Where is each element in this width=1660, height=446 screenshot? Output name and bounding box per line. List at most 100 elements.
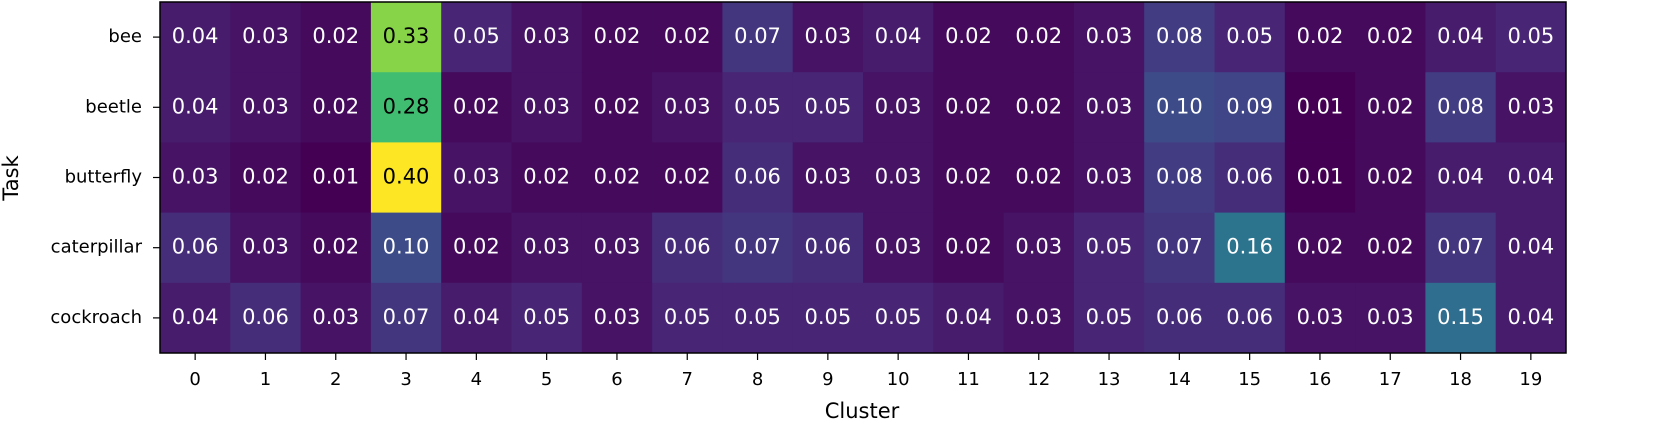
heatmap-cell <box>722 2 794 73</box>
heatmap-cell <box>722 72 794 143</box>
heatmap-cell <box>792 72 864 143</box>
cell-label: 0.04 <box>1437 24 1484 48</box>
cell-label: 0.33 <box>383 24 430 48</box>
heatmap-cell <box>511 282 583 354</box>
cell-label: 0.05 <box>664 305 711 329</box>
heatmap-cell <box>652 2 723 73</box>
heatmap-cell <box>230 2 302 73</box>
cell-label: 0.02 <box>453 94 500 118</box>
heatmap-cell <box>1144 212 1215 284</box>
heatmap-cell <box>1425 282 1497 354</box>
heatmap-cell <box>722 212 794 284</box>
cell-label: 0.02 <box>594 24 641 48</box>
cell-label: 0.05 <box>804 305 851 329</box>
y-tick-label: caterpillar <box>51 237 143 258</box>
cell-label: 0.05 <box>523 305 570 329</box>
cell-label: 0.02 <box>312 94 359 118</box>
heatmap-cell <box>1003 142 1075 214</box>
heatmap-cell <box>1003 212 1075 284</box>
heatmap-cell <box>792 212 864 284</box>
cell-label: 0.03 <box>875 235 922 259</box>
heatmap-cell <box>1284 2 1356 73</box>
cell-label: 0.02 <box>1367 165 1414 189</box>
heatmap-cell <box>1214 2 1286 73</box>
heatmap-cell <box>652 142 723 214</box>
heatmap-cell <box>1073 282 1145 354</box>
heatmap-cell <box>1144 2 1215 73</box>
heatmap-cell <box>300 142 372 214</box>
heatmap-cell <box>441 142 512 214</box>
x-tick-label: 14 <box>1168 369 1191 390</box>
cell-label: 0.04 <box>453 305 500 329</box>
cell-label: 0.06 <box>1226 305 1273 329</box>
heatmap-cell <box>370 212 442 284</box>
cell-label: 0.09 <box>1226 94 1273 118</box>
heatmap-cell <box>300 2 372 73</box>
cell-label: 0.01 <box>312 165 359 189</box>
heatmap-cell <box>581 282 653 354</box>
heatmap-cell <box>1144 282 1215 354</box>
cell-label: 0.02 <box>1015 94 1062 118</box>
cell-label: 0.06 <box>242 305 289 329</box>
heatmap-cell <box>1003 72 1075 143</box>
heatmap-cell <box>1073 2 1145 73</box>
heatmap-cell <box>230 282 302 354</box>
cell-label: 0.08 <box>1437 94 1484 118</box>
heatmap-cell <box>160 142 231 214</box>
heatmap-cell <box>300 72 372 143</box>
heatmap-cell <box>1003 2 1075 73</box>
cell-label: 0.07 <box>734 235 781 259</box>
y-axis-label: Task <box>0 155 23 202</box>
x-axis-label: Cluster <box>825 399 900 423</box>
heatmap-cell <box>1073 72 1145 143</box>
cell-label: 0.01 <box>1297 94 1344 118</box>
heatmap-cell <box>1495 212 1567 284</box>
heatmap-cell <box>863 2 934 73</box>
cell-label: 0.10 <box>383 235 430 259</box>
cell-label: 0.05 <box>453 24 500 48</box>
heatmap-cell <box>1425 142 1497 214</box>
cell-label: 0.05 <box>1086 235 1133 259</box>
heatmap-cell <box>933 72 1005 143</box>
heatmap-cell <box>652 282 723 354</box>
heatmap-cell <box>370 72 442 143</box>
heatmap-cell <box>1355 72 1426 143</box>
cell-label: 0.05 <box>804 94 851 118</box>
cell-label: 0.02 <box>594 94 641 118</box>
cell-label: 0.04 <box>172 305 219 329</box>
heatmap-cell <box>511 212 583 284</box>
heatmap-cell <box>722 282 794 354</box>
cell-label: 0.02 <box>1015 165 1062 189</box>
cell-label: 0.28 <box>383 94 430 118</box>
cell-label: 0.40 <box>383 165 430 189</box>
heatmap-cell <box>722 142 794 214</box>
x-tick-label: 15 <box>1238 369 1261 390</box>
cell-label: 0.03 <box>242 94 289 118</box>
heatmap-cell <box>1425 2 1497 73</box>
cell-label: 0.07 <box>734 24 781 48</box>
heatmap-cell <box>1284 282 1356 354</box>
cell-label: 0.04 <box>172 94 219 118</box>
cell-label: 0.02 <box>945 94 992 118</box>
cell-label: 0.02 <box>1297 24 1344 48</box>
heatmap-cell <box>1495 282 1567 354</box>
cell-label: 0.07 <box>383 305 430 329</box>
cell-label: 0.08 <box>1156 24 1203 48</box>
heatmap-cell <box>1425 72 1497 143</box>
x-tick-label: 19 <box>1519 369 1542 390</box>
heatmap-cell <box>792 2 864 73</box>
heatmap-cell <box>160 72 231 143</box>
cell-label: 0.03 <box>875 94 922 118</box>
cell-label: 0.03 <box>523 94 570 118</box>
cell-label: 0.05 <box>875 305 922 329</box>
cell-label: 0.01 <box>1297 165 1344 189</box>
x-tick-label: 13 <box>1098 369 1121 390</box>
cell-label: 0.06 <box>172 235 219 259</box>
cell-label: 0.05 <box>734 305 781 329</box>
heatmap-cell <box>511 142 583 214</box>
heatmap-cell <box>441 72 512 143</box>
y-tick-label: beetle <box>85 96 142 117</box>
cell-label: 0.05 <box>1086 305 1133 329</box>
cell-label: 0.03 <box>453 165 500 189</box>
cell-label: 0.03 <box>1086 94 1133 118</box>
